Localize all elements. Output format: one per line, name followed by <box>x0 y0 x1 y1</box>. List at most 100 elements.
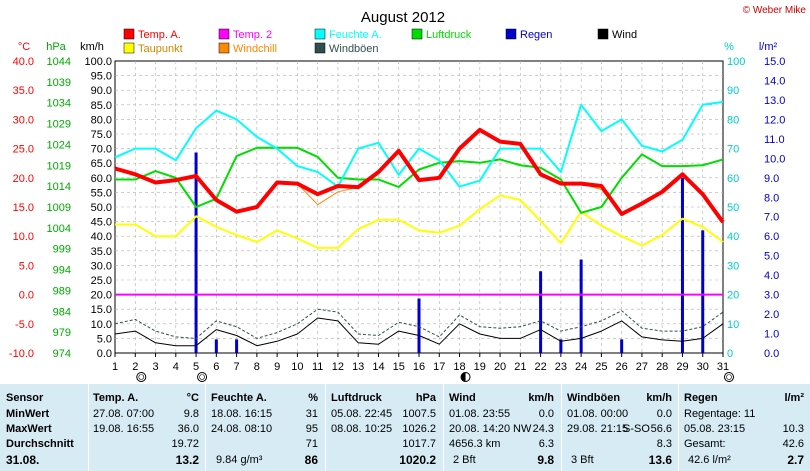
wind-max-direction: NW <box>513 423 532 435</box>
pressure-tick-label: 1019 <box>47 160 71 172</box>
pressure-tick-label: 1014 <box>47 181 71 193</box>
wind-tick-label: 15.0 <box>91 304 112 316</box>
wind-tick-label: 100.0 <box>84 56 112 68</box>
chart-legend: Temp. A. Temp. 2 Feuchte A. Luftdruck Regen W… <box>123 28 637 55</box>
rain-tick-label: 2.0 <box>764 309 779 321</box>
x-tick-label: 30 <box>697 361 709 373</box>
pressure-min-time: 05.08. 22:45 <box>331 408 393 420</box>
wind-tick-label: 65.0 <box>91 158 112 170</box>
x-axis: 1 2 3 4 5 6 7 8 9 10 11 12 13 14 15 16 17 18 19 20 21 22 23 24 2… <box>112 353 734 382</box>
moon-icon-inner <box>138 374 145 380</box>
x-tick-label: 7 <box>234 361 240 373</box>
rain-max-time: 05.08. 23:15 <box>684 423 746 435</box>
column-divider <box>88 384 89 471</box>
wind-max-value: 24.3 <box>532 423 554 435</box>
rain-bar <box>680 177 684 353</box>
humidity-line <box>114 100 724 188</box>
x-tick-label: 17 <box>433 361 445 373</box>
rain-tick-label: 3.0 <box>764 290 779 302</box>
row-label-max: MaxWert <box>6 423 52 435</box>
rain-tick-label: 0.0 <box>764 348 779 360</box>
x-tick-label: 14 <box>372 361 384 373</box>
x-tick-label: 19 <box>474 361 486 373</box>
pressure-tick-label: 1009 <box>47 202 71 214</box>
rain-tick-label: 8.0 <box>764 192 779 204</box>
legend-swatch <box>123 28 135 40</box>
moon-icon-inner <box>199 374 205 380</box>
half-moon-fill <box>461 372 466 382</box>
wind-axis-unit: km/h <box>80 41 104 53</box>
pressure-tick-label: 984 <box>53 306 71 318</box>
rain-tick-label: 1.0 <box>764 329 779 341</box>
column-divider <box>325 384 326 471</box>
dewpoint-line <box>115 194 724 249</box>
wind-unit: km/h <box>528 392 554 404</box>
pressure-avg-value: 1017.7 <box>402 438 436 450</box>
x-tick-label: 10 <box>291 361 303 373</box>
humidity-absolute: 9.84 g/m³ <box>216 454 263 466</box>
x-tick-label: 26 <box>616 361 628 373</box>
gusts-line <box>114 308 724 339</box>
x-tick-label: 29 <box>676 361 688 373</box>
rain-max-value: 10.3 <box>782 423 804 435</box>
gusts-unit: km/h <box>646 392 672 404</box>
legend-label: Windböen <box>329 43 379 55</box>
x-tick-label: 25 <box>595 361 607 373</box>
row-label-date: 31.08. <box>6 453 40 467</box>
humidity-current-value: 86 <box>304 453 318 467</box>
rain-bar <box>701 230 705 353</box>
wind-tick-label: 0.0 <box>97 348 112 360</box>
x-tick-label: 21 <box>514 361 526 373</box>
column-divider <box>678 384 679 471</box>
rain-month-total: 42.6 l/m² <box>688 454 731 466</box>
rain-days: Regentage: 11 <box>684 408 756 420</box>
wind-tick-label: 95.0 <box>91 71 112 83</box>
gusts-min-value: 0.0 <box>656 408 672 420</box>
temp-current-value: 13.2 <box>175 453 199 467</box>
pressure-tick-label: 989 <box>53 285 71 297</box>
x-tick-label: 27 <box>636 361 648 373</box>
legend-swatch <box>123 42 135 54</box>
legend-label: Luftdruck <box>426 29 472 41</box>
x-tick-label: 24 <box>575 361 587 373</box>
wind-tick-label: 10.0 <box>91 319 112 331</box>
gusts-min-time: 01.08. 00:00 <box>567 408 629 420</box>
pressure-max-time: 08.08. 10:25 <box>331 423 393 435</box>
x-tick-label: 23 <box>555 361 567 373</box>
x-tick-label: 13 <box>352 361 364 373</box>
humidity-tick-label: 70 <box>727 144 739 156</box>
legend-label: Windchill <box>233 43 277 55</box>
wind-avg-value: 6.3 <box>538 438 554 450</box>
wind-header: Wind <box>449 392 476 404</box>
temp-tick-label: 0.0 <box>19 290 34 302</box>
rain-bar <box>214 339 218 353</box>
humidity-max-time: 24.08. 08:10 <box>211 423 273 435</box>
wind-min-time: 01.08. 23:55 <box>449 408 511 420</box>
humidity-unit: % <box>308 392 318 404</box>
legend-swatch <box>218 42 230 54</box>
chart-title: August 2012 <box>361 9 445 26</box>
x-tick-label: 11 <box>312 361 323 373</box>
x-tick-label: 16 <box>413 361 425 373</box>
legend-swatch <box>218 28 230 40</box>
rain-current-value: 2.7 <box>787 453 804 467</box>
legend-swatch <box>411 28 423 40</box>
wind-min-value: 0.0 <box>538 408 554 420</box>
x-tick-label: 2 <box>132 361 138 373</box>
legend-swatch <box>314 28 326 40</box>
pressure-min-value: 1007.5 <box>402 408 436 420</box>
temp-tick-label: 15.0 <box>13 202 34 214</box>
legend-label: Regen <box>520 29 552 41</box>
wind-tick-label: 45.0 <box>91 217 112 229</box>
temp-max-value: 36.0 <box>177 423 199 435</box>
pressure-current-value: 1020.2 <box>399 453 436 467</box>
humidity-tick-label: 50 <box>727 202 739 214</box>
x-tick-label: 6 <box>213 361 219 373</box>
temp-tick-label: 10.0 <box>13 231 34 243</box>
rain-tick-label: 9.0 <box>764 173 779 185</box>
x-tick-label: 31 <box>717 361 729 373</box>
rain-bar <box>417 298 421 353</box>
x-tick-label: 20 <box>494 361 506 373</box>
rain-tick-label: 4.0 <box>764 270 779 282</box>
column-divider <box>443 384 444 471</box>
